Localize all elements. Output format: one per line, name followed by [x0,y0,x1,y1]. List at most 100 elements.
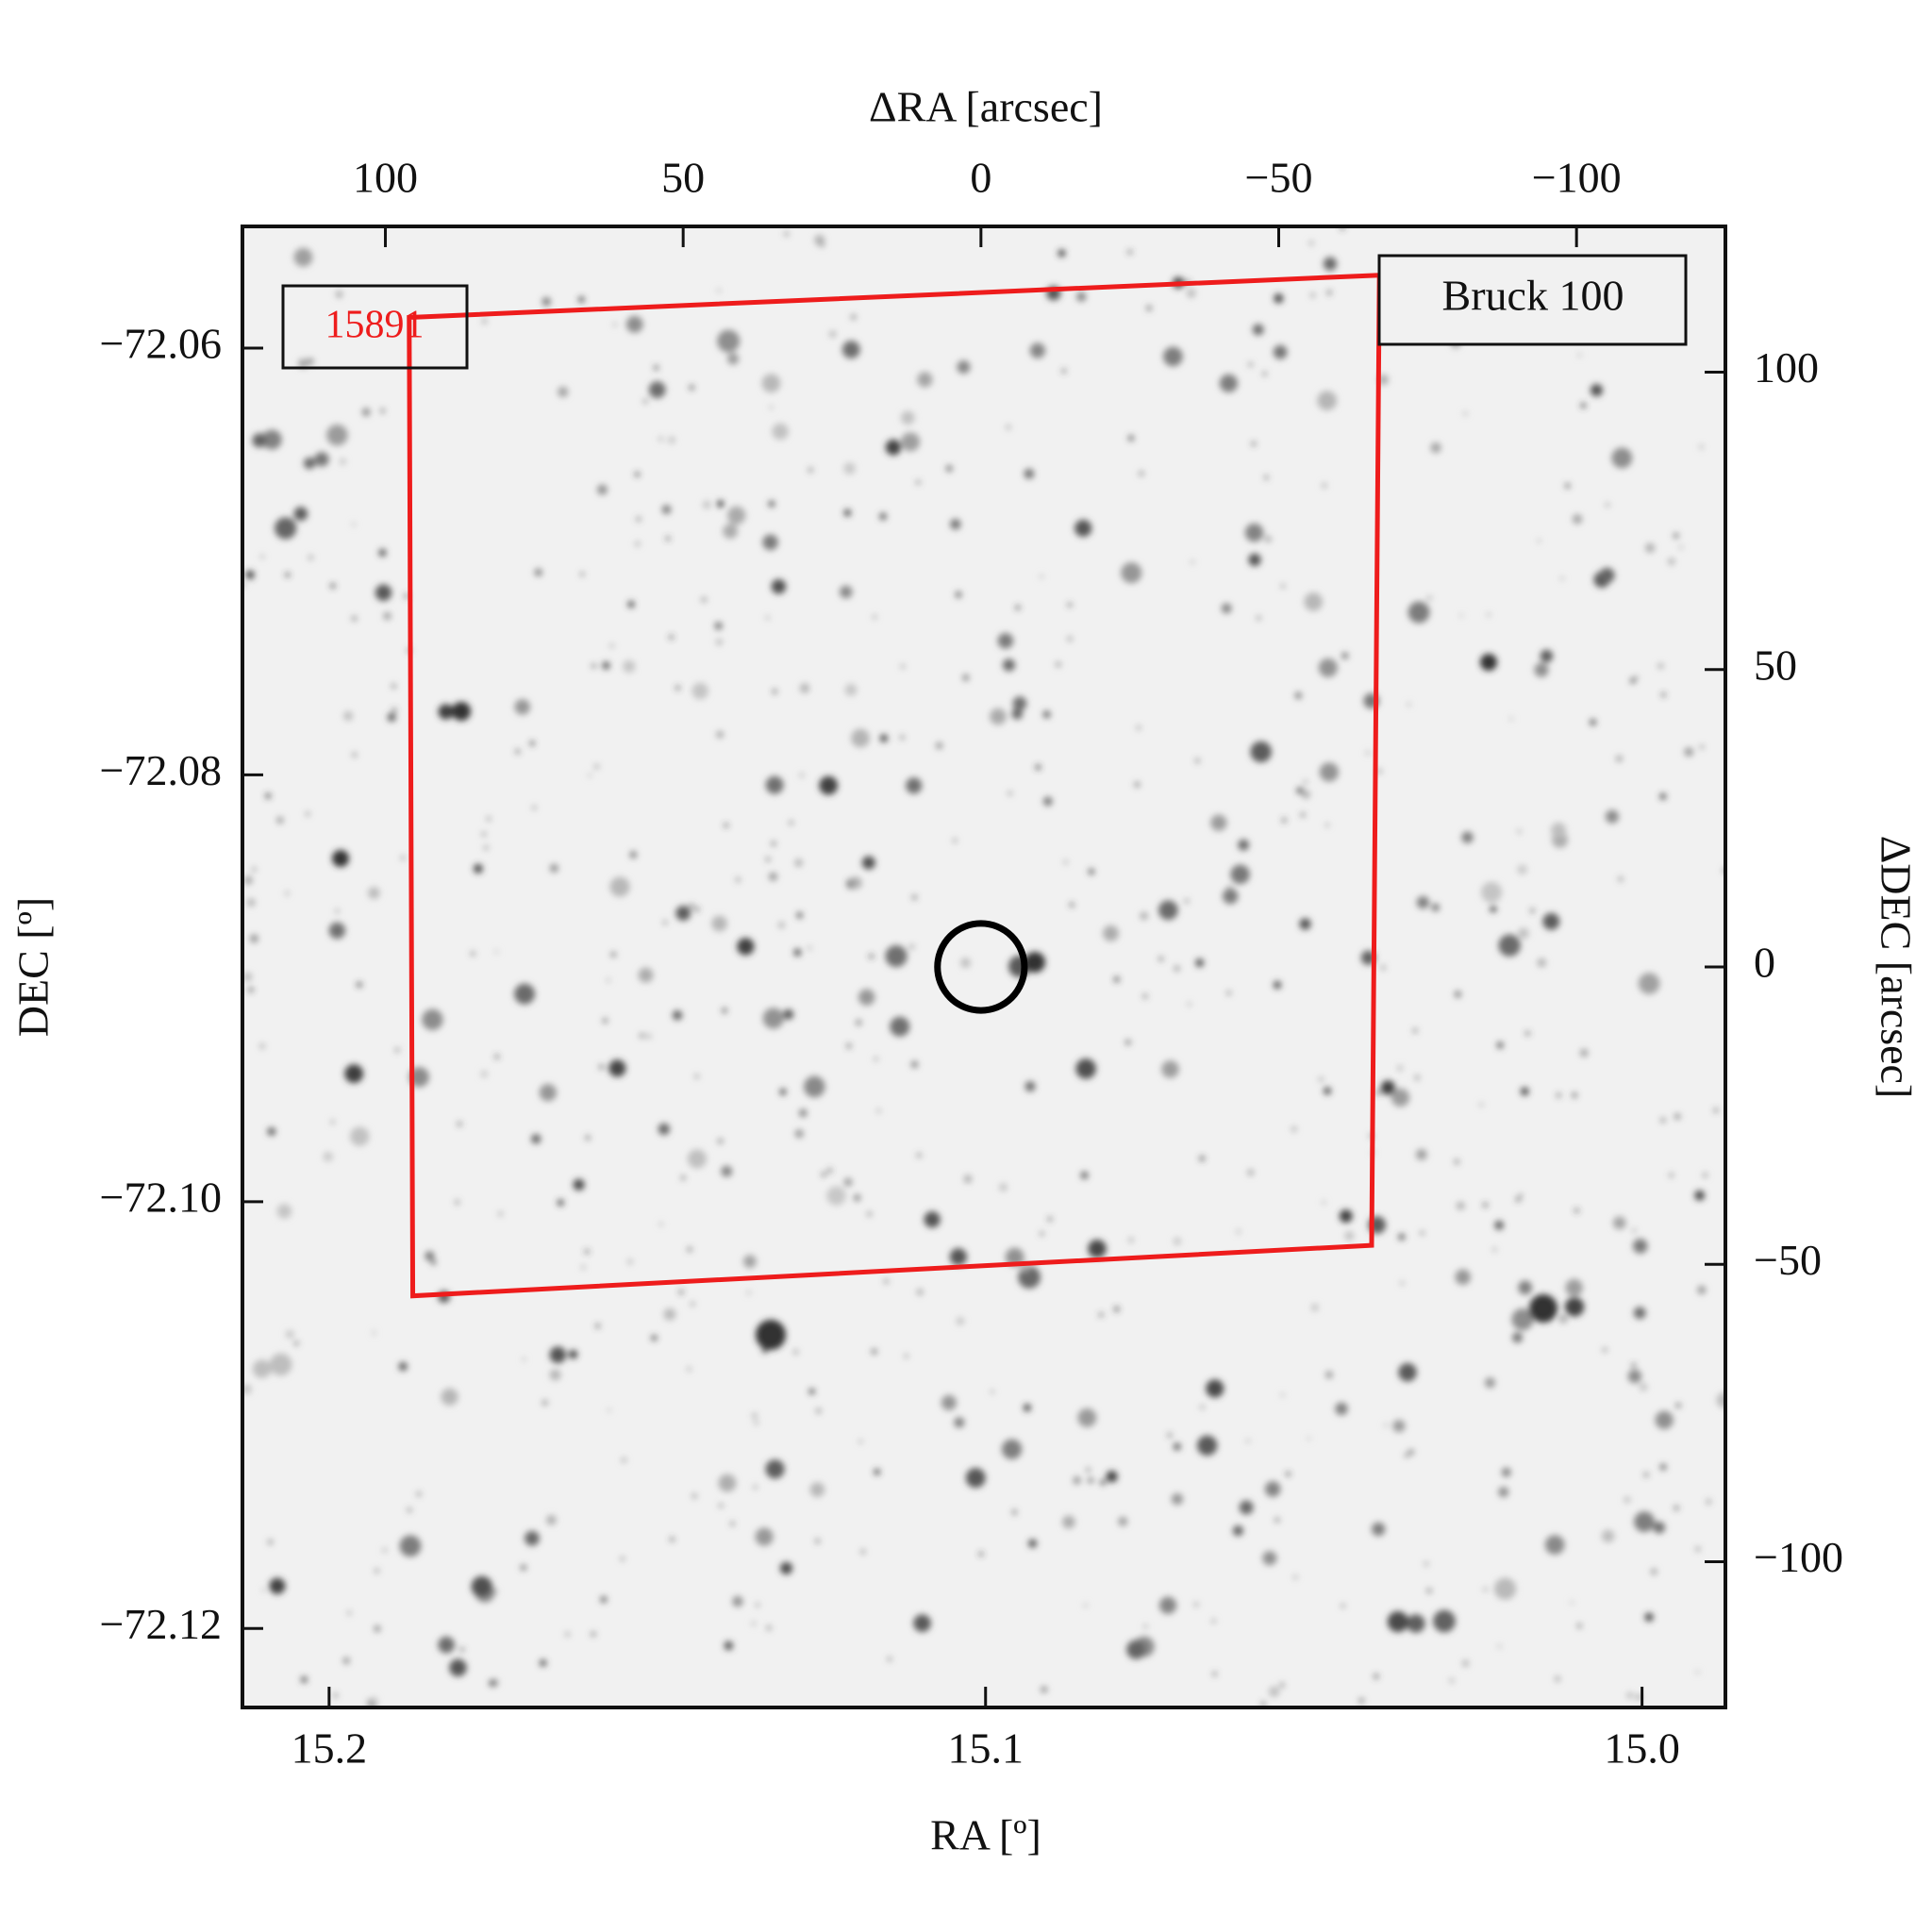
star [1517,829,1522,834]
star [520,1564,526,1571]
star [1269,1686,1280,1697]
star [779,1088,787,1095]
star [585,1249,590,1254]
star [591,663,596,669]
star [336,291,343,298]
star [1247,1169,1255,1176]
star [854,1194,861,1202]
star [1555,1676,1560,1682]
star [869,954,874,958]
star [557,1199,564,1207]
y-tick-label: −72.06 [100,320,222,368]
star [1028,1539,1038,1548]
star [248,987,254,992]
star [772,423,789,441]
star [606,978,610,983]
star [818,241,825,248]
y2-tick-label: −100 [1754,1533,1843,1581]
star [1264,475,1269,480]
star [514,699,530,715]
star [1282,818,1287,823]
star [387,712,396,722]
star [1069,902,1074,908]
star [399,1535,422,1557]
star [1303,779,1307,784]
star [534,568,542,576]
star [1634,1511,1655,1532]
star [752,1413,757,1418]
star [1498,934,1521,957]
star [1118,1516,1128,1526]
star [1540,649,1554,663]
y-axis-label: DEC [º] [9,897,58,1037]
star [949,1248,968,1266]
star [374,1625,381,1632]
star [573,1178,585,1191]
star [753,1484,758,1491]
star [1551,823,1567,839]
star [1661,692,1666,697]
star [565,1632,570,1637]
x2-tick-label: −50 [1245,154,1313,202]
star [1074,519,1092,538]
star [1024,1081,1036,1092]
star [342,1657,350,1664]
star [1099,1312,1104,1317]
star [529,741,535,746]
star [1238,839,1250,851]
star [1518,1280,1533,1295]
star [762,1348,768,1354]
star [1365,751,1370,756]
star [261,429,282,450]
star [924,1211,941,1228]
star [997,633,1014,649]
star [541,1400,548,1406]
star [1301,790,1310,799]
star [1713,1108,1718,1113]
star [1590,384,1603,397]
star [1643,1473,1648,1477]
star [1136,725,1141,730]
overlays [407,273,1382,1299]
star [1294,691,1302,699]
star [1308,241,1314,246]
star [799,1108,808,1118]
star [1374,1674,1379,1679]
star [636,517,641,522]
star [1221,603,1232,614]
star [332,850,349,867]
label-box [1377,254,1688,346]
star [672,1010,683,1021]
star [401,856,406,860]
star [670,1537,675,1541]
star [1702,1172,1708,1178]
star [716,730,724,739]
star [1678,545,1683,550]
star [1100,1479,1106,1486]
star [829,330,837,338]
star [1008,791,1012,796]
star [1195,758,1200,763]
star [771,841,776,846]
star [1322,482,1327,489]
star [285,573,291,577]
star [1483,1203,1488,1208]
x2-tick-label: −100 [1532,154,1622,202]
star [736,877,741,882]
star [1695,1547,1700,1552]
star [1430,442,1441,454]
star [1616,755,1623,762]
x2-tick-label: 0 [970,154,991,202]
star [978,1552,984,1557]
star [769,872,777,881]
star [724,1641,734,1651]
star [1023,1404,1031,1412]
star [1226,991,1231,995]
star [1416,1149,1427,1160]
star [1512,1332,1523,1343]
star [602,661,610,670]
star [860,1549,866,1555]
star [826,1186,846,1206]
star [1040,1231,1044,1236]
